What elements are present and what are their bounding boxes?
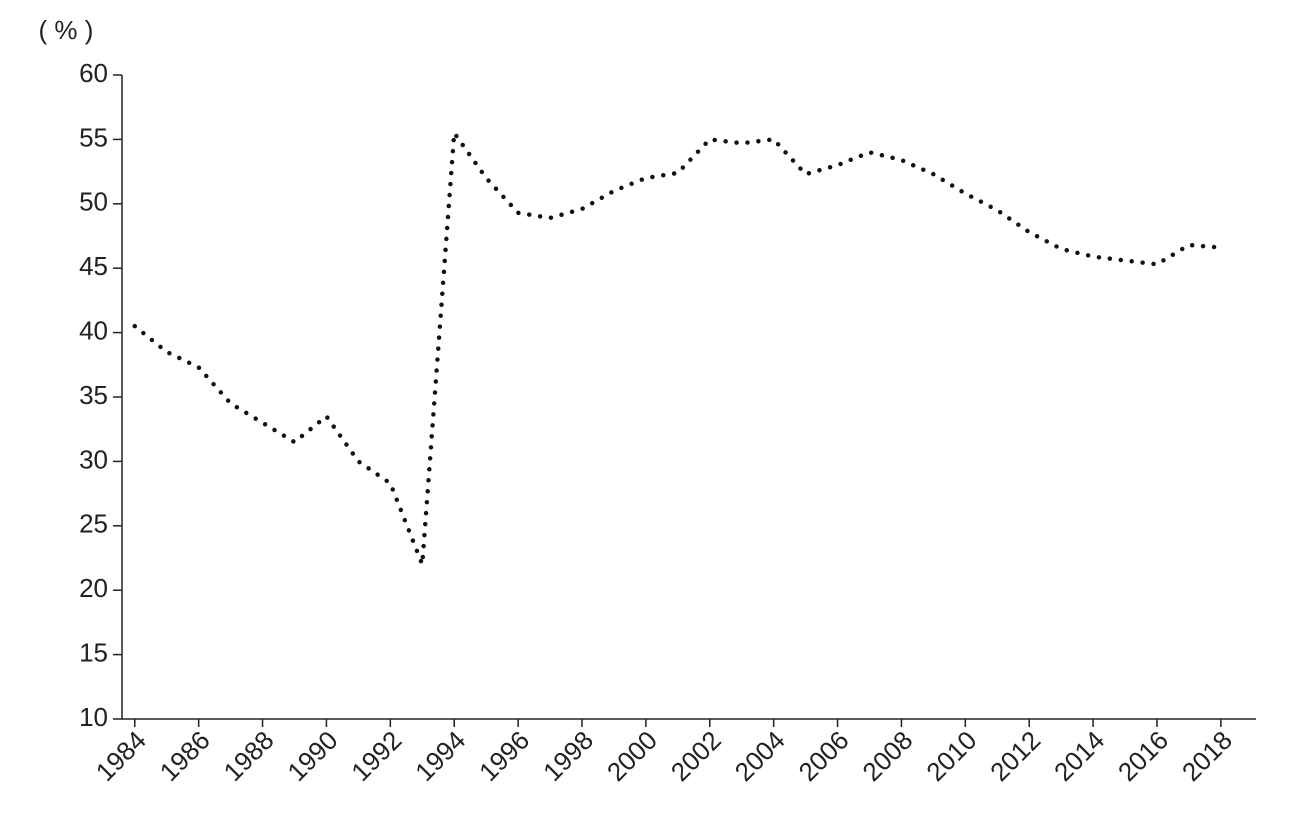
x-tick-label: 2008 [856,725,918,787]
x-tick-label: 2014 [1048,725,1110,787]
x-tick-label: 2012 [984,725,1046,787]
y-axis-label: ( % ) [39,15,94,45]
x-tick-label: 1998 [537,725,599,787]
y-tick-label: 40 [79,315,108,345]
x-tick-label: 1990 [281,725,343,787]
y-tick-label: 45 [79,251,108,281]
x-tick-label: 1986 [154,725,216,787]
x-tick-label: 2016 [1112,725,1174,787]
x-tick-label: 1988 [218,725,280,787]
x-tick-label: 2006 [793,725,855,787]
x-tick-label: 1992 [345,725,407,787]
x-tick-label: 1996 [473,725,535,787]
y-tick-label: 35 [79,380,108,410]
x-tick-label: 2010 [920,725,982,787]
y-tick-label: 60 [79,58,108,88]
x-tick-label: 2018 [1176,725,1238,787]
x-tick-label: 2002 [665,725,727,787]
x-tick-label: 2004 [729,725,791,787]
y-tick-label: 50 [79,187,108,217]
y-tick-label: 15 [79,637,108,667]
y-tick-label: 55 [79,122,108,152]
y-tick-label: 20 [79,573,108,603]
x-tick-label: 1994 [409,725,471,787]
y-tick-label: 30 [79,444,108,474]
x-tick-label: 1984 [90,725,152,787]
y-tick-label: 10 [79,702,108,732]
y-tick-label: 25 [79,509,108,539]
data-line [132,126,1224,566]
x-tick-label: 2000 [601,725,663,787]
